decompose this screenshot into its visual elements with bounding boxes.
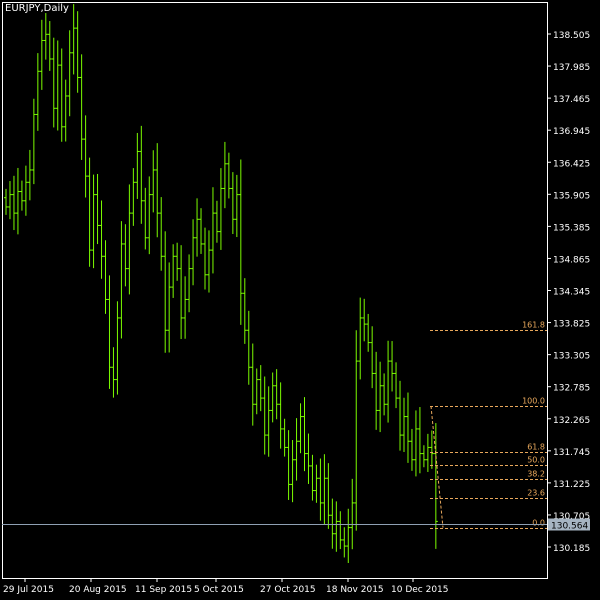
chart-title: EURJPY,Daily (5, 3, 69, 14)
y-tick-label: 131.225 (553, 480, 590, 490)
y-tick-label: 130.185 (553, 544, 590, 554)
y-tick-label: 138.505 (553, 31, 590, 41)
current-price-box (548, 518, 590, 531)
y-tick-label: 137.985 (553, 63, 590, 73)
current-price-label: 130.564 (551, 522, 588, 532)
x-tick-label: 27 Oct 2015 (260, 585, 316, 595)
x-tick-label: 18 Nov 2015 (326, 585, 384, 595)
fib-level-label: 100.0 (522, 397, 545, 406)
fib-level-label: 38.2 (527, 470, 545, 479)
y-tick-label: 130.705 (553, 512, 590, 522)
y-tick-label: 137.465 (553, 95, 590, 105)
y-tick-label: 132.265 (553, 416, 590, 426)
x-tick-label: 29 Jul 2015 (3, 585, 54, 595)
y-tick-label: 135.385 (553, 223, 590, 233)
x-tick-label: 5 Oct 2015 (194, 585, 244, 595)
y-tick-label: 134.865 (553, 255, 590, 265)
fib-level-label: 161.8 (522, 321, 545, 330)
fib-level-label: 61.8 (527, 443, 545, 452)
fib-level-label: 23.6 (527, 489, 545, 498)
y-tick-label: 135.905 (553, 191, 590, 201)
fib-level-label: 50.0 (527, 456, 545, 465)
y-tick-label: 136.425 (553, 159, 590, 169)
y-tick-label: 133.825 (553, 320, 590, 330)
fib-level-label: 0.0 (532, 519, 545, 528)
y-tick-label: 136.945 (553, 127, 590, 137)
x-tick-label: 10 Dec 2015 (391, 585, 449, 595)
y-tick-label: 132.785 (553, 384, 590, 394)
y-tick-label: 131.745 (553, 448, 590, 458)
x-tick-label: 20 Aug 2015 (69, 585, 127, 595)
fib-anchor-line (430, 406, 444, 528)
plot-frame (2, 2, 548, 579)
x-tick-label: 11 Sep 2015 (135, 585, 192, 595)
y-tick-label: 133.305 (553, 352, 590, 362)
y-tick-label: 134.345 (553, 288, 590, 298)
